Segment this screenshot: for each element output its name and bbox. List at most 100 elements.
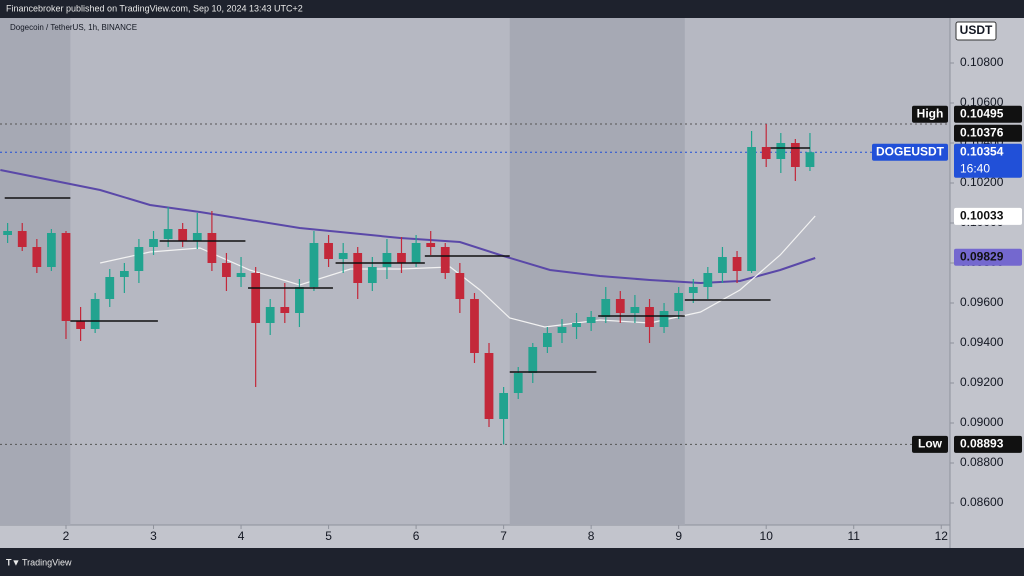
x-tick-label: 6 — [413, 529, 420, 543]
price-badge — [954, 248, 1022, 266]
candle-body — [455, 273, 465, 299]
candle-body — [674, 293, 684, 311]
candle-body — [17, 231, 27, 247]
y-tick-label: 0.10800 — [960, 55, 1004, 69]
candle-body — [397, 253, 406, 263]
candle-body — [192, 233, 202, 241]
candle-body — [615, 299, 625, 313]
countdown: 16:40 — [960, 161, 990, 175]
currency-box — [955, 21, 997, 41]
x-tick-label: 5 — [325, 529, 332, 543]
x-tick-label: 2 — [63, 529, 70, 543]
candle-body — [703, 273, 713, 287]
candle-body — [163, 229, 173, 239]
candle-body — [222, 263, 231, 277]
candle-body — [324, 243, 333, 259]
candle-body — [3, 231, 12, 235]
y-tick-label: 0.10200 — [960, 175, 1004, 189]
x-tick-label: 10 — [760, 529, 774, 543]
session-shade — [0, 18, 71, 525]
y-tick-label: 0.09200 — [960, 375, 1004, 389]
x-tick-label: 8 — [588, 529, 595, 543]
x-tick-label: 3 — [150, 529, 157, 543]
badge-label: High — [917, 106, 944, 120]
candle-body — [426, 243, 436, 247]
publisher-line: Financebroker published on TradingView.c… — [6, 3, 303, 13]
shaded-layer — [0, 18, 685, 525]
candle-body — [251, 273, 261, 323]
chart-title: Dogecoin / TetherUS, 1h, BINANCE — [10, 23, 137, 32]
candle-body — [353, 253, 363, 283]
axis-layer: 0.08600 0.08800 0.09000 0.09200 0.09400 0.096… — [63, 55, 1022, 543]
badge-label-bg — [872, 143, 948, 161]
candle-body — [484, 353, 494, 419]
candle-body — [630, 307, 640, 313]
candle-body — [572, 323, 581, 327]
x-tick-label: 4 — [238, 529, 245, 543]
badge-label-bg — [912, 105, 948, 123]
candle-body — [542, 333, 552, 347]
footer-logo: TradingView — [22, 557, 72, 567]
candle-body — [688, 287, 698, 293]
y-tick-label: 0.10600 — [960, 95, 1004, 109]
candle-body — [134, 247, 144, 271]
candle-body — [513, 373, 523, 393]
currency: USDT — [960, 23, 993, 37]
candle-body — [236, 273, 246, 277]
candle-body — [776, 143, 786, 159]
candle-body — [528, 347, 538, 373]
moving-average — [0, 169, 816, 285]
candle-body — [557, 327, 567, 333]
logo-icon: T▼ — [6, 557, 20, 567]
candle-body — [601, 299, 611, 317]
candle-body — [61, 233, 71, 321]
candle-body — [659, 311, 669, 327]
candle-body — [382, 253, 392, 267]
candle-body — [295, 287, 304, 313]
candle-body — [411, 243, 421, 263]
candle-body — [805, 152, 815, 167]
price-badge-value: 0.10495 — [960, 106, 1004, 120]
candle-body — [790, 143, 800, 167]
candle-body — [732, 257, 742, 271]
plot-layer — [0, 123, 950, 445]
plot-area — [0, 18, 950, 525]
candle-body — [470, 299, 479, 353]
candle-body — [367, 267, 377, 283]
candle-body — [747, 147, 756, 271]
candle-body — [645, 307, 654, 327]
price-badge-value: 0.10033 — [960, 209, 1004, 223]
candle-body — [149, 239, 158, 247]
candle-body — [761, 147, 771, 159]
price-badge — [954, 124, 1022, 142]
price-badge — [954, 207, 1022, 225]
y-tick-label: 0.08800 — [960, 455, 1004, 469]
price-badge — [954, 105, 1022, 123]
candle-body — [309, 243, 319, 287]
price-badge — [954, 143, 1022, 178]
badge-label-bg — [912, 435, 948, 453]
candle-body — [265, 307, 275, 323]
candle-body — [76, 321, 85, 329]
candle-body — [207, 233, 217, 263]
time-axis — [0, 525, 950, 548]
x-tick-label: 12 — [935, 529, 949, 543]
candle-body — [586, 317, 596, 323]
moving-average — [99, 215, 816, 328]
x-tick-label: 11 — [847, 529, 860, 543]
candle-body — [499, 393, 509, 419]
price-badge-value: 0.09829 — [960, 249, 1004, 263]
badge-label: Low — [918, 437, 943, 451]
candle-body — [46, 233, 56, 267]
session-shade — [509, 18, 685, 525]
y-tick-label: 0.08600 — [960, 495, 1004, 509]
badge-label: DOGEUSDT — [876, 144, 945, 158]
candle-body — [32, 247, 42, 267]
candle-body — [90, 299, 100, 329]
candle-body — [119, 271, 129, 277]
candle-body — [440, 247, 450, 273]
y-tick-label: 0.09600 — [960, 295, 1004, 309]
candle-body — [178, 229, 188, 241]
